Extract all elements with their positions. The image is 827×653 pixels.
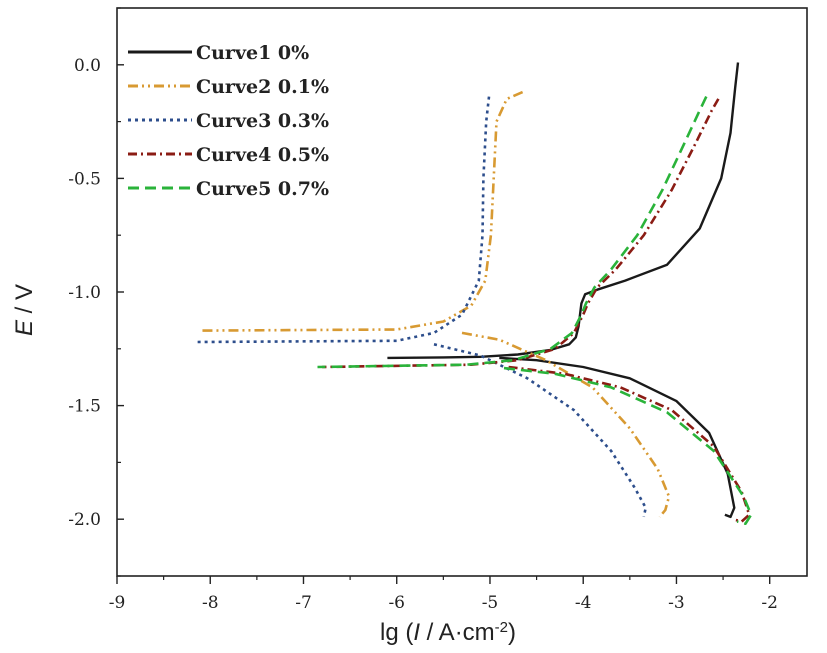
series-line-1 bbox=[387, 62, 740, 519]
y-tick-label: -2.0 bbox=[68, 510, 101, 530]
x-tick-label: -5 bbox=[482, 593, 499, 613]
x-tick-label: -8 bbox=[202, 593, 219, 613]
legend-label-1: Curve1 0% bbox=[196, 42, 309, 64]
legend: Curve1 0% Curve2 0.1% Curve3 0.3% Curve4 0.… bbox=[128, 42, 329, 200]
y-axis-title: E / V bbox=[11, 284, 38, 336]
x-tick-label: -2 bbox=[761, 593, 778, 613]
legend-label-4: Curve4 0.5% bbox=[196, 144, 329, 166]
y-tick-label: -0.5 bbox=[68, 169, 101, 189]
y-tick-label: -1.0 bbox=[68, 283, 101, 303]
x-axis-title: lg (I / A·cm-2) bbox=[380, 619, 516, 647]
x-axis: -9 -8 -7 -6 -5 -4 -3 -2 bbox=[109, 576, 778, 613]
x-tick-label: -3 bbox=[668, 593, 685, 613]
legend-label-5: Curve5 0.7% bbox=[196, 178, 329, 200]
x-tick-label: -7 bbox=[295, 593, 312, 613]
y-tick-label: 0.0 bbox=[74, 56, 101, 76]
series-line-3 bbox=[196, 96, 647, 518]
series-layer bbox=[196, 62, 753, 525]
y-axis: 0.0 -0.5 -1.0 -1.5 -2.0 bbox=[68, 7, 124, 577]
legend-label-3: Curve3 0.3% bbox=[196, 110, 329, 132]
series-line-5 bbox=[317, 96, 753, 525]
x-tick-label: -9 bbox=[109, 593, 126, 613]
series-line-2 bbox=[200, 90, 671, 518]
legend-label-2: Curve2 0.1% bbox=[196, 76, 329, 98]
y-tick-label: -1.5 bbox=[68, 397, 101, 417]
x-tick-label: -4 bbox=[575, 593, 592, 613]
series-line-4 bbox=[322, 98, 751, 523]
x-tick-label: -6 bbox=[388, 593, 405, 613]
